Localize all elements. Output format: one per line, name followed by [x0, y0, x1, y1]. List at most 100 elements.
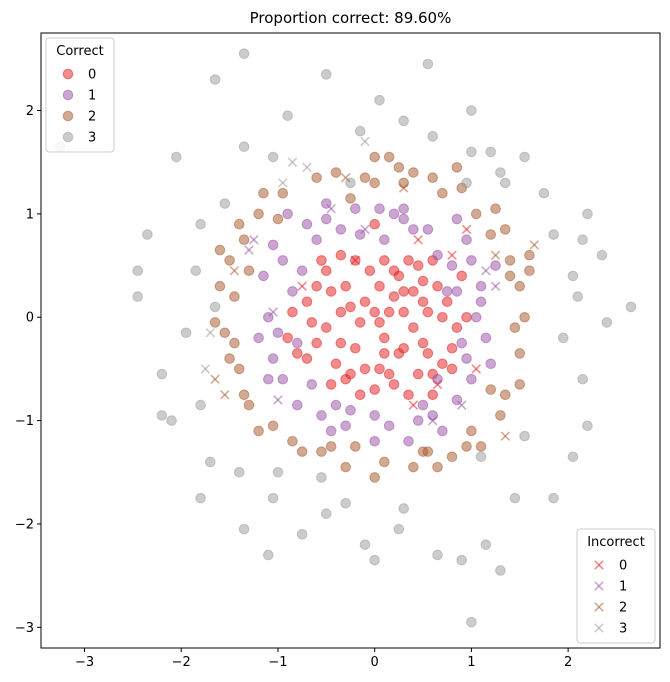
correct-point-0: [340, 280, 351, 292]
correct-point-2: [408, 167, 419, 178]
correct-point-3: [132, 265, 144, 277]
correct-point-3: [548, 492, 559, 504]
correct-point-3: [195, 492, 206, 504]
correct-point-1: [475, 280, 487, 292]
correct-point-1: [345, 404, 356, 416]
correct-point-3: [190, 265, 202, 277]
incorrect-point-0: [297, 281, 307, 292]
correct-point-0: [369, 218, 380, 230]
correct-point-1: [388, 208, 400, 220]
correct-point-2: [272, 213, 284, 225]
correct-point-0: [287, 306, 298, 318]
data-points: [55, 48, 637, 628]
correct-point-3: [180, 327, 192, 339]
correct-point-0: [437, 311, 448, 323]
correct-point-3: [272, 466, 284, 478]
correct-point-0: [369, 306, 380, 318]
correct-point-0: [359, 296, 371, 308]
legend-marker-3: [594, 623, 604, 633]
correct-point-3: [359, 539, 371, 550]
correct-point-2: [224, 255, 235, 266]
correct-point-0: [330, 358, 342, 370]
correct-point-0: [412, 260, 424, 271]
correct-point-0: [335, 337, 347, 349]
correct-point-1: [470, 311, 482, 323]
legend-entry-label: 2: [619, 601, 627, 616]
correct-point-0: [461, 311, 472, 323]
correct-point-3: [461, 177, 472, 189]
correct-point-3: [219, 198, 231, 209]
y-tick-label: 1: [26, 207, 34, 222]
correct-point-3: [142, 229, 153, 240]
correct-point-2: [229, 337, 240, 349]
axis-ticks: −3 −2 −1 0 1 2 −3 −2 −1 0 1 2: [15, 104, 572, 670]
correct-point-3: [398, 503, 409, 514]
correct-point-2: [224, 353, 235, 364]
correct-point-0: [412, 368, 424, 380]
y-tick-label: −2: [15, 517, 34, 532]
correct-point-3: [466, 146, 477, 158]
incorrect-point-3: [287, 157, 298, 167]
correct-point-2: [233, 363, 245, 375]
correct-point-2: [379, 456, 390, 468]
correct-point-3: [393, 523, 405, 535]
correct-point-0: [451, 322, 463, 333]
incorrect-point-0: [408, 400, 419, 410]
incorrect-point-3: [205, 327, 216, 338]
correct-point-1: [292, 399, 303, 411]
x-tick-label: −3: [75, 655, 94, 670]
correct-point-2: [524, 265, 535, 277]
incorrect-point-1: [244, 245, 254, 255]
correct-point-3: [519, 151, 530, 163]
correct-point-3: [321, 508, 332, 519]
correct-point-1: [350, 203, 361, 215]
correct-point-0: [398, 342, 409, 354]
correct-point-2: [485, 229, 497, 240]
correct-point-2: [229, 291, 240, 302]
correct-point-3: [132, 291, 144, 302]
correct-point-1: [282, 208, 293, 220]
x-tick-label: −2: [172, 655, 191, 670]
correct-point-2: [470, 208, 482, 220]
correct-point-1: [485, 358, 497, 370]
correct-point-3: [577, 373, 588, 385]
correct-point-2: [243, 399, 255, 411]
correct-point-2: [345, 193, 356, 204]
incorrect-point-2: [229, 265, 240, 276]
correct-point-2: [514, 280, 526, 292]
correct-point-1: [398, 203, 409, 215]
correct-point-0: [456, 270, 468, 282]
correct-point-2: [209, 317, 221, 328]
correct-point-1: [253, 332, 264, 344]
incorrect-point-1: [481, 265, 491, 276]
correct-point-0: [417, 275, 429, 287]
correct-point-0: [321, 322, 332, 333]
correct-point-0: [316, 255, 327, 266]
correct-point-2: [267, 420, 279, 432]
correct-point-0: [403, 389, 414, 401]
correct-point-0: [379, 255, 390, 266]
correct-point-1: [340, 420, 351, 432]
correct-point-0: [345, 301, 356, 313]
correct-point-1: [480, 332, 492, 344]
correct-point-3: [267, 492, 279, 504]
correct-point-1: [311, 234, 322, 246]
correct-point-0: [321, 265, 332, 277]
correct-point-2: [432, 461, 443, 473]
correct-point-3: [567, 451, 579, 463]
incorrect-point-1: [249, 234, 259, 245]
incorrect-point-2: [398, 183, 409, 193]
correct-point-2: [311, 172, 322, 184]
correct-point-2: [296, 446, 308, 457]
correct-point-2: [451, 162, 463, 173]
correct-point-0: [403, 255, 414, 266]
legend-marker-2: [594, 602, 604, 612]
correct-point-3: [519, 430, 530, 442]
incorrect-point-3: [360, 136, 370, 147]
correct-point-1: [451, 213, 463, 225]
legend-incorrect: Incorrect 0 1 2 3: [576, 528, 656, 644]
correct-point-1: [437, 425, 448, 437]
correct-point-3: [432, 549, 443, 561]
correct-point-3: [316, 472, 327, 483]
incorrect-point-2: [340, 172, 351, 183]
